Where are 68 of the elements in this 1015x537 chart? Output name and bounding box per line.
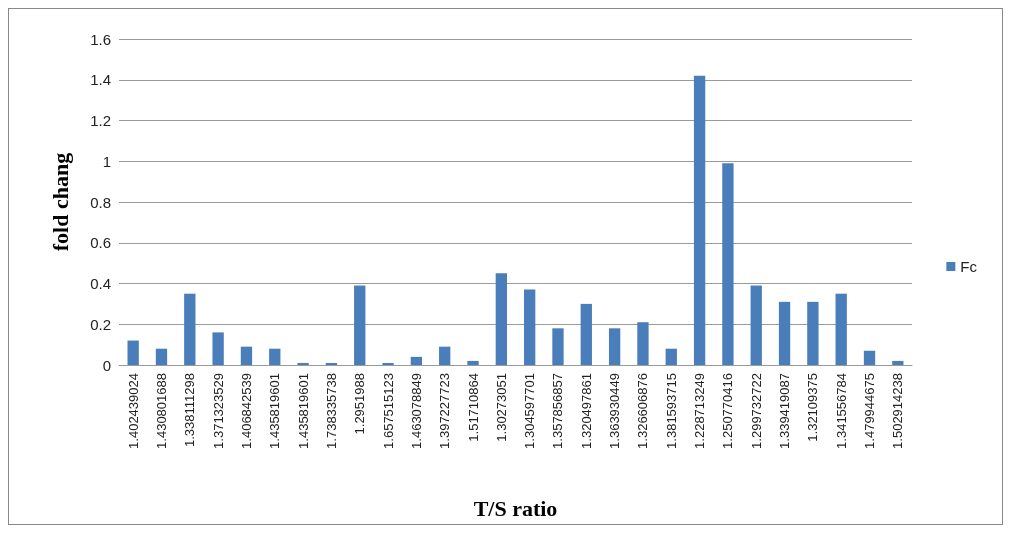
- x-tick-label: 1.320497861: [578, 373, 594, 449]
- y-tick-label: 0: [102, 356, 111, 374]
- bar: [863, 350, 876, 365]
- bar: [212, 332, 224, 365]
- bar: [269, 348, 281, 365]
- x-tick-label: 1.502914238: [890, 373, 906, 449]
- x-tick-label: 1.463078849: [408, 373, 424, 449]
- bar: [778, 301, 791, 365]
- x-tick-label: 1.402439024: [125, 373, 141, 449]
- y-tick-label: 0.6: [90, 234, 111, 252]
- bar: [127, 340, 139, 365]
- bar: [495, 273, 507, 365]
- x-tick-label: 1.30273051: [493, 373, 509, 442]
- bar: [608, 328, 621, 365]
- bar: [807, 301, 819, 365]
- bar: [184, 293, 196, 365]
- bar: [580, 303, 592, 365]
- bar: [155, 348, 168, 365]
- bar: [297, 362, 309, 365]
- y-tick-label: 1.4: [90, 71, 111, 89]
- y-tick-label: 0.8: [90, 193, 111, 211]
- x-axis-title: T/S ratio: [473, 495, 558, 521]
- x-tick-label: 1.2951988: [352, 373, 368, 435]
- bar: [722, 163, 734, 365]
- x-tick-label: 1.381593715: [663, 373, 679, 449]
- x-tick-label: 1.338111298: [182, 373, 198, 447]
- x-tick-label: 1.479944675: [862, 373, 878, 449]
- bar: [524, 289, 536, 365]
- x-tick-label: 1.357856857: [550, 373, 566, 449]
- bar: [240, 346, 253, 365]
- x-tick-label: 1.657515123: [380, 373, 396, 449]
- x-tick-label: 1.304597701: [522, 373, 538, 449]
- bar: [354, 285, 366, 365]
- x-tick-label: 1.326606876: [635, 373, 651, 449]
- legend-label: Fc: [960, 258, 978, 275]
- bar: [637, 322, 649, 365]
- x-tick-label: 1.363930449: [607, 373, 623, 449]
- y-tick-label: 1: [102, 152, 111, 170]
- x-tick-label: 1.299732722: [748, 373, 764, 449]
- bar: [693, 75, 706, 365]
- x-tick-label: 1.250770416: [720, 373, 736, 449]
- x-tick-label: 1.339419087: [777, 373, 793, 449]
- x-tick-label: 1.341556784: [833, 373, 849, 449]
- x-tick-label: 1.397227723: [437, 373, 453, 449]
- x-tick-label: 1.430801688: [153, 373, 169, 449]
- bar: [750, 285, 762, 365]
- y-tick-label: 0.2: [90, 315, 111, 333]
- bar: [665, 348, 677, 365]
- x-tick-label: 1.738335738: [323, 373, 339, 449]
- x-tick-label: 1.406842539: [238, 373, 254, 449]
- x-tick-label: 1.435819601: [267, 373, 283, 449]
- y-axis-title: fold chang: [47, 152, 73, 252]
- y-tick-label: 1.2: [90, 112, 111, 129]
- bar: [382, 362, 394, 365]
- bar: [439, 346, 451, 365]
- x-tick-label: 1.228713249: [692, 373, 708, 449]
- x-tick-label: 1.435819601: [295, 373, 311, 449]
- x-tick-label: 1.371323529: [210, 373, 226, 449]
- y-tick-label: 0.4: [90, 275, 111, 292]
- x-tick-label: 1.32109375: [805, 373, 821, 442]
- bar: [410, 356, 423, 365]
- bar: [325, 362, 338, 365]
- y-tick-label: 1.6: [90, 30, 111, 48]
- bar: [892, 360, 904, 365]
- bar: [835, 293, 847, 365]
- x-tick-label: 1.51710864: [465, 373, 481, 442]
- bar: [467, 360, 479, 365]
- bar: [552, 328, 564, 365]
